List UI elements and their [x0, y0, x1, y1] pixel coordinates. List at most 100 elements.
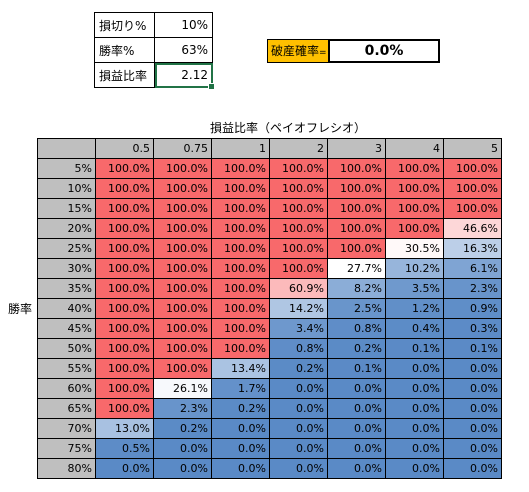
- matrix-cell[interactable]: 100.0%: [153, 198, 212, 219]
- selection-fill-handle[interactable]: [208, 83, 215, 90]
- matrix-cell[interactable]: 8.2%: [327, 278, 386, 299]
- row-header[interactable]: 55%: [37, 358, 96, 379]
- matrix-cell[interactable]: 100.0%: [95, 198, 154, 219]
- matrix-cell[interactable]: 100.0%: [385, 158, 444, 179]
- matrix-cell[interactable]: 100.0%: [211, 158, 270, 179]
- matrix-cell[interactable]: 0.0%: [385, 418, 444, 439]
- matrix-cell[interactable]: 0.1%: [385, 338, 444, 359]
- matrix-cell[interactable]: 100.0%: [211, 338, 270, 359]
- matrix-cell[interactable]: 13.4%: [211, 358, 270, 379]
- matrix-cell[interactable]: 100.0%: [95, 258, 154, 279]
- row-header[interactable]: 45%: [37, 318, 96, 339]
- column-header[interactable]: 5: [443, 138, 502, 159]
- matrix-cell[interactable]: 100.0%: [95, 218, 154, 239]
- matrix-cell[interactable]: 0.0%: [443, 458, 502, 479]
- corner-cell[interactable]: [37, 138, 96, 159]
- matrix-cell[interactable]: 0.2%: [211, 398, 270, 419]
- column-header[interactable]: 0.5: [95, 138, 154, 159]
- matrix-cell[interactable]: 100.0%: [153, 298, 212, 319]
- matrix-cell[interactable]: 100.0%: [153, 238, 212, 259]
- matrix-cell[interactable]: 2.5%: [327, 298, 386, 319]
- row-header[interactable]: 80%: [37, 458, 96, 479]
- matrix-cell[interactable]: 100.0%: [95, 398, 154, 419]
- matrix-cell[interactable]: 26.1%: [153, 378, 212, 399]
- matrix-cell[interactable]: 100.0%: [327, 178, 386, 199]
- ruin-probability-label[interactable]: 破産確率=: [267, 39, 329, 63]
- matrix-cell[interactable]: 0.0%: [443, 418, 502, 439]
- matrix-cell[interactable]: 0.2%: [153, 418, 212, 439]
- matrix-cell[interactable]: 0.0%: [269, 418, 328, 439]
- matrix-cell[interactable]: 27.7%: [327, 258, 386, 279]
- matrix-cell[interactable]: 100.0%: [95, 298, 154, 319]
- matrix-cell[interactable]: 0.0%: [327, 378, 386, 399]
- matrix-cell[interactable]: 0.0%: [327, 438, 386, 459]
- matrix-cell[interactable]: 2.3%: [153, 398, 212, 419]
- matrix-cell[interactable]: 6.1%: [443, 258, 502, 279]
- matrix-cell[interactable]: 100.0%: [443, 178, 502, 199]
- row-header[interactable]: 15%: [37, 198, 96, 219]
- matrix-cell[interactable]: 0.0%: [327, 458, 386, 479]
- matrix-cell[interactable]: 0.0%: [153, 458, 212, 479]
- row-header[interactable]: 25%: [37, 238, 96, 259]
- parameter-label[interactable]: 損切り%: [94, 12, 155, 38]
- matrix-cell[interactable]: 100.0%: [385, 178, 444, 199]
- matrix-cell[interactable]: 10.2%: [385, 258, 444, 279]
- row-header[interactable]: 65%: [37, 398, 96, 419]
- matrix-cell[interactable]: 100.0%: [95, 158, 154, 179]
- row-header[interactable]: 75%: [37, 438, 96, 459]
- matrix-cell[interactable]: 0.4%: [385, 318, 444, 339]
- matrix-cell[interactable]: 2.3%: [443, 278, 502, 299]
- matrix-cell[interactable]: 100.0%: [211, 238, 270, 259]
- matrix-cell[interactable]: 0.1%: [443, 338, 502, 359]
- column-header[interactable]: 4: [385, 138, 444, 159]
- parameter-label[interactable]: 損益比率: [94, 62, 155, 88]
- row-header[interactable]: 40%: [37, 298, 96, 319]
- matrix-cell[interactable]: 30.5%: [385, 238, 444, 259]
- matrix-cell[interactable]: 100.0%: [153, 218, 212, 239]
- matrix-cell[interactable]: 100.0%: [153, 278, 212, 299]
- matrix-cell[interactable]: 100.0%: [385, 218, 444, 239]
- matrix-cell[interactable]: 100.0%: [269, 158, 328, 179]
- matrix-cell[interactable]: 100.0%: [443, 158, 502, 179]
- matrix-cell[interactable]: 100.0%: [327, 158, 386, 179]
- matrix-cell[interactable]: 60.9%: [269, 278, 328, 299]
- matrix-cell[interactable]: 100.0%: [269, 258, 328, 279]
- matrix-cell[interactable]: 0.0%: [443, 398, 502, 419]
- column-header[interactable]: 2: [269, 138, 328, 159]
- column-header[interactable]: 0.75: [153, 138, 212, 159]
- matrix-cell[interactable]: 100.0%: [211, 178, 270, 199]
- matrix-cell[interactable]: 0.0%: [153, 438, 212, 459]
- matrix-cell[interactable]: 100.0%: [95, 238, 154, 259]
- matrix-cell[interactable]: 0.2%: [327, 338, 386, 359]
- matrix-cell[interactable]: 0.0%: [269, 438, 328, 459]
- matrix-cell[interactable]: 1.7%: [211, 378, 270, 399]
- matrix-cell[interactable]: 100.0%: [153, 338, 212, 359]
- matrix-cell[interactable]: 0.0%: [443, 378, 502, 399]
- row-header[interactable]: 10%: [37, 178, 96, 199]
- matrix-cell[interactable]: 100.0%: [211, 318, 270, 339]
- matrix-cell[interactable]: 0.0%: [211, 458, 270, 479]
- matrix-cell[interactable]: 0.0%: [211, 418, 270, 439]
- matrix-cell[interactable]: 100.0%: [95, 178, 154, 199]
- matrix-cell[interactable]: 46.6%: [443, 218, 502, 239]
- matrix-cell[interactable]: 0.0%: [385, 458, 444, 479]
- matrix-cell[interactable]: 0.0%: [269, 458, 328, 479]
- row-header[interactable]: 50%: [37, 338, 96, 359]
- matrix-cell[interactable]: 100.0%: [327, 218, 386, 239]
- matrix-cell[interactable]: 100.0%: [327, 238, 386, 259]
- row-header[interactable]: 20%: [37, 218, 96, 239]
- matrix-cell[interactable]: 0.0%: [269, 378, 328, 399]
- matrix-cell[interactable]: 0.2%: [269, 358, 328, 379]
- matrix-cell[interactable]: 100.0%: [211, 298, 270, 319]
- matrix-cell[interactable]: 0.5%: [95, 438, 154, 459]
- matrix-cell[interactable]: 0.0%: [385, 378, 444, 399]
- matrix-cell[interactable]: 3.4%: [269, 318, 328, 339]
- matrix-cell[interactable]: 0.0%: [443, 438, 502, 459]
- matrix-cell[interactable]: 100.0%: [211, 278, 270, 299]
- matrix-cell[interactable]: 0.0%: [269, 398, 328, 419]
- matrix-cell[interactable]: 100.0%: [95, 278, 154, 299]
- matrix-cell[interactable]: 0.0%: [95, 458, 154, 479]
- matrix-cell[interactable]: 100.0%: [269, 178, 328, 199]
- matrix-cell[interactable]: 100.0%: [153, 318, 212, 339]
- matrix-cell[interactable]: 1.2%: [385, 298, 444, 319]
